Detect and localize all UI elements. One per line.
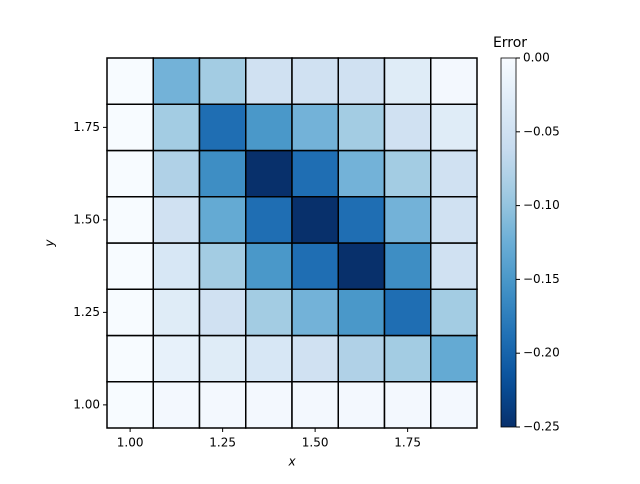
heatmap-cell [430, 103, 478, 152]
x-axis-label: x [287, 455, 296, 469]
y-tick-label: 1.25 [73, 305, 100, 319]
colorbar-title: Error [493, 35, 527, 51]
heatmap-cell [430, 242, 478, 290]
heatmap-cell [245, 288, 293, 337]
heatmap-cell [106, 149, 154, 198]
heatmap-cell [291, 381, 339, 429]
heatmap-cell [430, 381, 478, 429]
heatmap-cell [198, 196, 247, 244]
heatmap-cell [152, 334, 201, 383]
heatmap-cell [198, 334, 247, 383]
heatmap-cell [291, 196, 339, 244]
heatmap-cell [291, 334, 339, 383]
heatmap-cell [383, 334, 432, 383]
heatmap-cell [152, 57, 201, 105]
heatmap-cell [430, 288, 478, 337]
y-tick-label: 1.75 [73, 120, 100, 134]
y-axis-label: y [43, 239, 57, 248]
heatmap-cell [245, 149, 293, 198]
heatmap-cell [337, 242, 386, 290]
y-tick-label: 1.00 [73, 397, 100, 411]
heatmap-cell [106, 103, 154, 152]
colorbar-tick-label: −0.05 [523, 124, 560, 138]
heatmap-cell [245, 242, 293, 290]
x-tick-label: 1.00 [117, 436, 144, 450]
heatmap-cell [430, 149, 478, 198]
heatmap-cell [291, 288, 339, 337]
heatmap-cell [106, 196, 154, 244]
colorbar-tick-label: −0.15 [523, 272, 560, 286]
heatmap-cell [245, 57, 293, 105]
heatmap-cell [106, 334, 154, 383]
heatmap-cell [383, 242, 432, 290]
heatmap-cell [245, 103, 293, 152]
heatmap-cell [152, 103, 201, 152]
heatmap-cell [337, 103, 386, 152]
colorbar-tick-label: −0.10 [523, 198, 560, 212]
heatmap-cell [198, 288, 247, 337]
heatmap-cell [106, 381, 154, 429]
heatmap-cell [383, 381, 432, 429]
x-tick-label: 1.25 [209, 436, 236, 450]
heatmap-cell [152, 242, 201, 290]
heatmap-cell [106, 288, 154, 337]
heatmap-cell [198, 242, 247, 290]
heatmap-cell [106, 242, 154, 290]
heatmap-cell [152, 381, 201, 429]
heatmap-cell [198, 57, 247, 105]
heatmap-cell [291, 103, 339, 152]
heatmap-cell [245, 196, 293, 244]
heatmap-cell [245, 334, 293, 383]
heatmap-cell [291, 242, 339, 290]
heatmap-cell [337, 334, 386, 383]
heatmap-cell [430, 57, 478, 105]
colorbar [500, 57, 517, 428]
heatmap-cell [245, 381, 293, 429]
heatmap-cell [430, 334, 478, 383]
colorbar-tick-label: −0.25 [523, 420, 560, 434]
x-tick-label: 1.75 [394, 436, 421, 450]
y-tick-label: 1.50 [73, 212, 100, 226]
heatmap-cell [383, 149, 432, 198]
heatmap-cell [198, 381, 247, 429]
heatmap-cell [337, 381, 386, 429]
heatmap-cell [106, 57, 154, 105]
colorbar-tick-label: 0.00 [523, 51, 550, 65]
heatmap-cell [198, 103, 247, 152]
x-tick-label: 1.50 [302, 436, 329, 450]
heatmap-cell [383, 196, 432, 244]
heatmap-cell [152, 149, 201, 198]
heatmap-cell [337, 57, 386, 105]
heatmap-cell [291, 57, 339, 105]
heatmap-cell [383, 103, 432, 152]
colorbar-tick-label: −0.20 [523, 346, 560, 360]
heatmap-cell [291, 149, 339, 198]
heatmap-cell [337, 196, 386, 244]
heatmap-cell [198, 149, 247, 198]
heatmap-cell [430, 196, 478, 244]
plot-frame [106, 57, 478, 429]
heatmap-cell [383, 57, 432, 105]
heatmap-cell [383, 288, 432, 337]
heatmap-cell [337, 288, 386, 337]
heatmap-cell [152, 196, 201, 244]
heatmap-cell [337, 149, 386, 198]
heatmap-cell [152, 288, 201, 337]
